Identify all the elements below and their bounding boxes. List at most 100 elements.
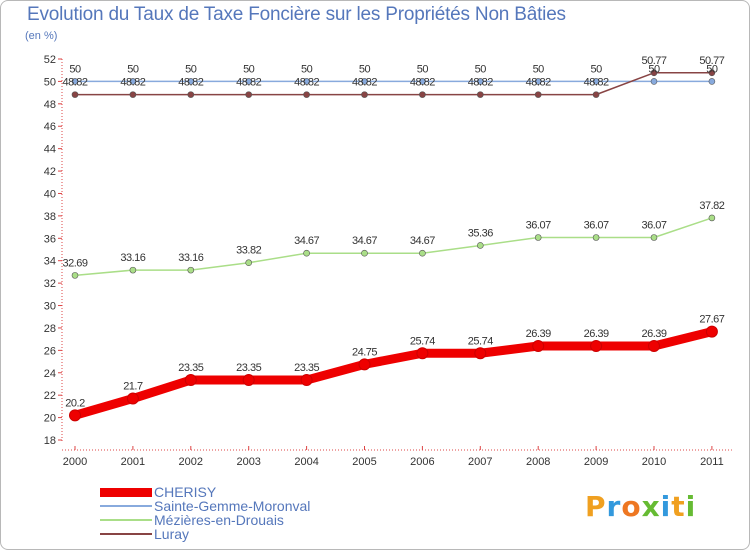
data-point [534,78,542,85]
data-label: 26.39 [641,328,666,340]
data-point [69,409,81,422]
data-label: 50 [475,63,487,75]
data-point [419,91,426,98]
x-tick-label: 2003 [236,456,260,468]
data-label: 20.2 [65,397,85,409]
x-tick-label: 2010 [642,456,666,468]
x-tick-label: 2009 [584,456,608,468]
data-label: 48.82 [352,77,377,89]
data-label: 48.82 [584,77,609,89]
logo-letter: o [621,490,642,523]
data-point [245,259,252,267]
legend-swatch [100,505,152,507]
data-point [71,78,79,85]
data-point [419,78,426,85]
series-lines [69,69,718,422]
y-tick-label: 50 [44,76,56,88]
y-tick-label: 32 [44,278,56,290]
data-label: 50 [69,63,81,75]
x-tick-label: 2000 [63,456,87,468]
data-point [129,266,137,274]
data-point [71,91,79,98]
data-label: 50 [127,63,139,75]
data-point [245,91,252,98]
data-label: 50 [359,63,371,75]
data-label: 26.39 [526,328,551,340]
logo-letter: r [606,490,622,523]
y-tick-label: 52 [44,54,56,66]
data-point [592,78,600,85]
chart-title: Evolution du Taux de Taxe Foncière sur l… [27,4,566,25]
data-point [187,266,195,274]
data-point [303,78,310,85]
data-point [129,78,137,85]
data-label: 35.36 [468,227,493,239]
x-tick-label: 2008 [526,456,550,468]
data-label: 25.74 [410,335,435,347]
data-label: 34.67 [410,235,435,247]
data-label: 24.75 [352,346,377,358]
data-label: 36.07 [641,220,666,232]
y-tick-label: 34 [44,256,56,268]
data-label: 50 [185,63,197,75]
value-labels: 20.2 21.7 23.35 23.35 23.35 24.75 25.74 25.74 26… [62,55,725,410]
data-label: 50 [417,63,429,75]
x-tick-label: 2011 [700,456,724,468]
data-label: 32.69 [62,257,87,269]
data-point [184,374,197,387]
y-tick-label: 36 [44,233,56,245]
y-tick-label: 46 [44,121,56,133]
legend-label: CHERISY [154,484,217,500]
data-point [361,78,368,85]
data-point [592,234,600,241]
data-point [534,234,542,241]
data-label: 26.39 [584,328,609,340]
data-label: 33.16 [120,252,145,264]
data-point [648,339,660,352]
legend-label: Sainte-Gemme-Moronval [154,498,311,514]
data-point [187,78,195,85]
logo-letter: i [660,490,672,523]
x-tick-label: 2005 [352,456,376,468]
legend-swatch [100,533,152,535]
data-point [476,78,484,85]
data-point [358,358,371,371]
data-label: 25.74 [468,335,493,347]
logo-letter: P [585,490,607,523]
data-point [474,347,487,360]
data-point [650,69,658,77]
data-point [242,374,255,387]
y-axis-unit-label: (en %) [25,30,58,42]
series-line [74,217,713,277]
data-point [705,325,718,338]
logo-letter: t [671,490,686,523]
data-point [592,91,600,98]
data-point [361,249,368,257]
y-tick-label: 18 [44,435,56,447]
series-line [70,327,717,420]
data-label: 33.16 [178,252,203,264]
data-label: 48.82 [62,77,87,89]
x-tick-label: 2007 [468,456,492,468]
data-label: 50 [590,63,602,75]
data-point [590,339,603,352]
data-label: 21.7 [123,381,143,393]
data-point [476,91,484,98]
data-label: 34.67 [294,235,319,247]
legend-swatch [100,488,152,497]
data-label: 50.77 [641,55,666,67]
proxiti-logo: Proxiti [585,490,696,523]
data-label: 48.82 [294,77,319,89]
data-label: 23.35 [236,362,261,374]
y-tick-label: 22 [44,390,56,402]
data-label: 48.82 [120,77,145,89]
data-point [708,78,716,85]
data-label: 50 [533,63,545,75]
y-tick-label: 24 [44,368,56,380]
data-point [303,249,310,257]
y-tick-label: 20 [44,413,56,425]
data-point [476,242,484,249]
x-tick-label: 2002 [179,456,203,468]
